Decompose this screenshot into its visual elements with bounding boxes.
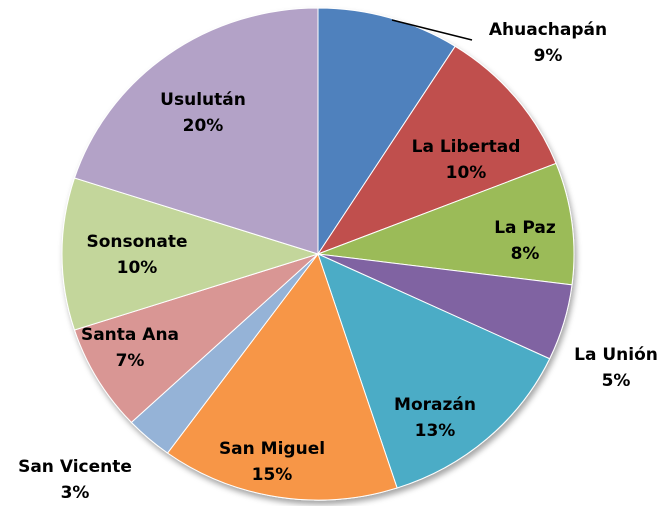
pie-slice xyxy=(317,253,551,489)
slice-value-label: 7% xyxy=(116,351,145,371)
pie-slice xyxy=(61,177,320,331)
pie xyxy=(61,7,575,501)
slice-value-label: 15% xyxy=(252,465,293,485)
slice-value-label: 10% xyxy=(446,163,487,183)
slice-value-label: 8% xyxy=(511,244,540,264)
slice-value-label: 3% xyxy=(61,483,90,503)
slice-value-label: 13% xyxy=(415,421,456,441)
slice-value-label: 5% xyxy=(602,371,631,391)
slice-value-label: 10% xyxy=(117,258,158,278)
slice-value-label: 20% xyxy=(183,116,224,136)
slice-label: Ahuachapán xyxy=(489,20,607,40)
slice-label: Morazán xyxy=(394,395,476,415)
slice-label: Santa Ana xyxy=(81,325,179,345)
pie-slice xyxy=(73,7,319,255)
slice-label: San Vicente xyxy=(18,457,132,477)
pie-slice xyxy=(317,162,575,286)
slice-value-label: 9% xyxy=(534,46,563,66)
slice-label: Sonsonate xyxy=(86,232,187,252)
slice-label: Usulután xyxy=(160,90,246,110)
pie-slice xyxy=(73,253,319,424)
pie-slice xyxy=(166,252,398,501)
pie-slice xyxy=(316,45,557,256)
slice-label: San Miguel xyxy=(219,439,325,459)
pie-slice xyxy=(317,7,456,256)
slice-label: La Libertad xyxy=(412,137,521,157)
leader-line xyxy=(391,19,473,41)
slice-label: La Unión xyxy=(574,345,658,365)
slice-label: La Paz xyxy=(494,218,556,238)
